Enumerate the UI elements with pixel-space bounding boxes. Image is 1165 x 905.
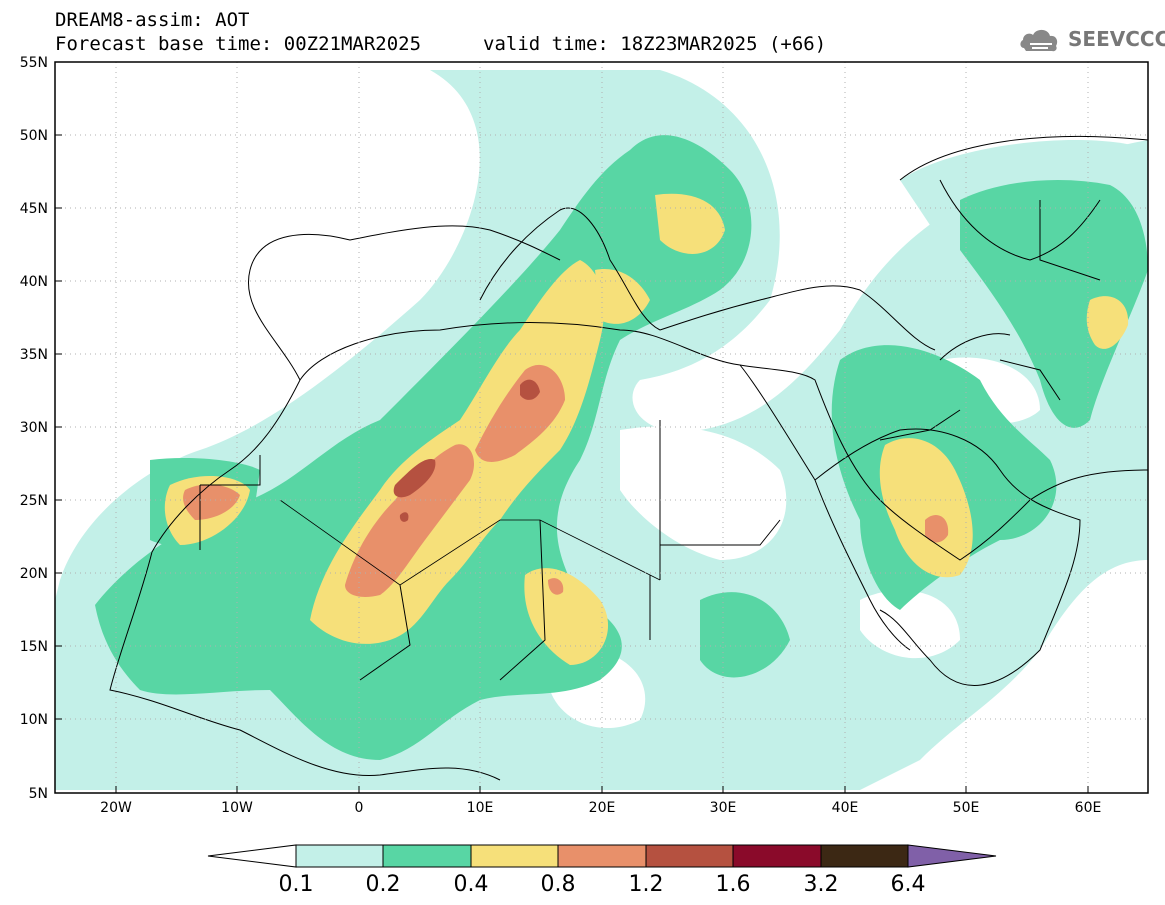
lat-labels: 55N 50N 45N 40N 35N 30N 25N 20N 15N 10N … [20, 55, 48, 802]
lon-label: 40E [832, 800, 859, 816]
colorbar [207, 844, 997, 868]
lat-label: 50N [20, 128, 48, 144]
logo-text: SEEVCCC [1068, 27, 1165, 51]
coastlines [109, 135, 1148, 781]
colorbar-segment [732, 844, 822, 868]
colorbar-over-arrow [907, 844, 997, 868]
colorbar-label: 1.6 [716, 872, 751, 897]
tick-marks [55, 61, 1089, 794]
lon-label: 50E [953, 800, 980, 816]
colorbar-label: 1.2 [629, 872, 664, 897]
valid-time: valid time: 18Z23MAR2025 (+66) [483, 33, 827, 55]
lon-label: 10W [221, 800, 253, 816]
colorbar-label: 6.4 [891, 872, 926, 897]
lat-label: 15N [20, 639, 48, 655]
lat-label: 25N [20, 493, 48, 509]
lon-label: 0 [355, 800, 364, 816]
chart-title-line1: DREAM8-assim: AOT [55, 9, 250, 31]
colorbar-segment [557, 844, 647, 868]
lat-label: 30N [20, 420, 48, 436]
lon-label: 30E [710, 800, 737, 816]
colorbar-label: 0.1 [279, 872, 314, 897]
lat-label: 55N [20, 55, 48, 71]
lat-label: 35N [20, 347, 48, 363]
lon-label: 20E [589, 800, 616, 816]
colorbar-segment [382, 844, 472, 868]
lon-label: 20W [100, 800, 132, 816]
lat-label: 5N [29, 786, 48, 802]
colorbar-label: 3.2 [804, 872, 839, 897]
colorbar-under-arrow [207, 844, 297, 868]
aot-level-1.2 [393, 379, 540, 522]
colorbar-segment [645, 844, 734, 868]
lon-label: 10E [467, 800, 494, 816]
lat-label: 20N [20, 566, 48, 582]
lon-labels: 20W 10W 0 10E 20E 30E 40E 50E 60E [100, 800, 1101, 816]
lat-label: 45N [20, 201, 48, 217]
colorbar-label: 0.4 [454, 872, 489, 897]
aot-level-0.8 [183, 364, 949, 597]
lat-label: 10N [20, 712, 48, 728]
lon-label: 60E [1075, 800, 1102, 816]
colorbar-label: 0.8 [541, 872, 576, 897]
colorbar-segment [470, 844, 559, 868]
forecast-base-time: Forecast base time: 00Z21MAR2025 [55, 33, 422, 55]
colorbar-segment [820, 844, 909, 868]
colorbar-label: 0.2 [366, 872, 401, 897]
lat-label: 40N [20, 274, 48, 290]
colorbar-labels: 0.1 0.2 0.4 0.8 1.2 1.6 3.2 6.4 [279, 872, 926, 897]
cloud-logo-icon [1020, 29, 1058, 52]
graticule [55, 62, 1148, 793]
colorbar-segment [295, 844, 384, 868]
